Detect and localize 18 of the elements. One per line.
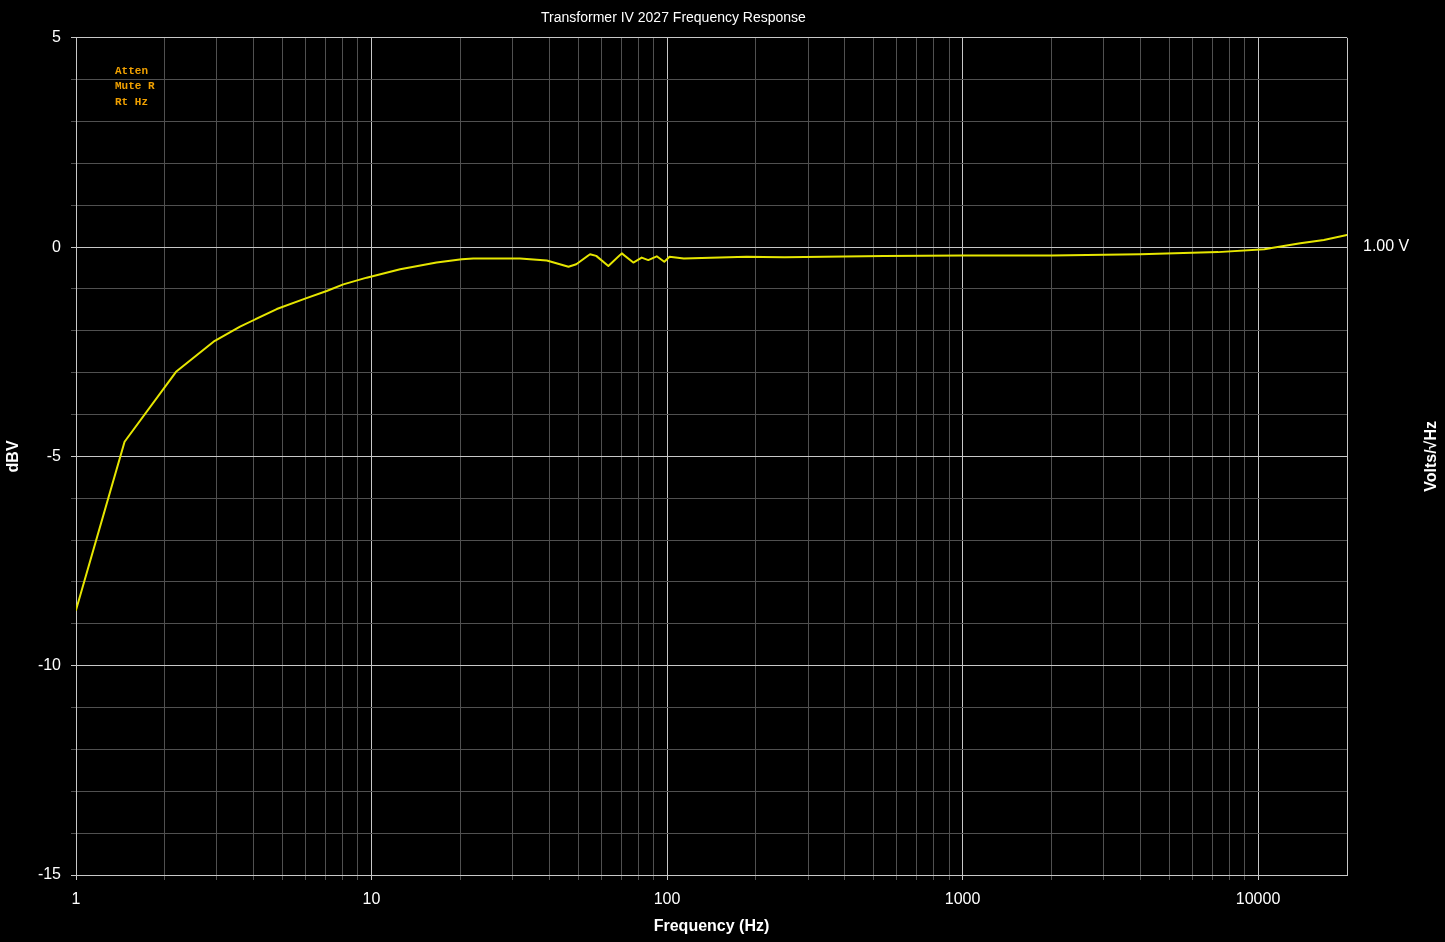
y-tick-label: 0 — [52, 237, 62, 255]
y-tick-label: -10 — [37, 656, 62, 674]
x-tick-label: 1 — [71, 890, 81, 908]
annotation: Rt Hz — [115, 95, 149, 108]
chart-title: Transformer IV 2027 Frequency Response — [541, 9, 807, 26]
x-axis-title: Frequency (Hz) — [653, 916, 770, 934]
x-tick-label: 10000 — [1235, 890, 1281, 908]
y2-axis-title: Volts/√Hz — [1422, 421, 1440, 492]
text: 1.00 V — [1363, 237, 1410, 255]
y-tick-label: 5 — [52, 28, 62, 46]
x-tick-label: 100 — [653, 890, 681, 908]
y-tick-label: -15 — [37, 865, 62, 883]
x-tick-label: 10 — [362, 890, 381, 908]
annotation: Mute R — [115, 80, 156, 93]
y-tick-label: -5 — [46, 446, 62, 464]
annotation: Atten — [115, 64, 149, 77]
y-axis-title: dBV — [4, 440, 22, 473]
x-tick-label: 1000 — [944, 890, 981, 908]
